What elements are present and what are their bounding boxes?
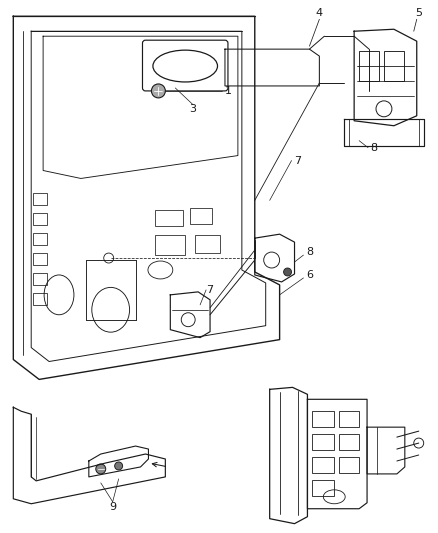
Text: 1: 1 <box>224 86 231 96</box>
Circle shape <box>114 462 122 470</box>
Text: 4: 4 <box>315 9 322 18</box>
Bar <box>33 293 47 305</box>
Text: 7: 7 <box>293 156 300 166</box>
Bar <box>33 253 47 265</box>
Bar <box>339 411 358 427</box>
Bar <box>33 213 47 225</box>
Bar <box>358 51 378 81</box>
Bar <box>33 193 47 205</box>
Bar <box>190 208 212 224</box>
Text: 9: 9 <box>109 502 116 512</box>
Bar <box>195 235 219 253</box>
Bar <box>33 233 47 245</box>
Bar <box>33 273 47 285</box>
Circle shape <box>95 464 106 474</box>
Text: 7: 7 <box>206 285 213 295</box>
Bar <box>339 457 358 473</box>
Bar <box>312 480 333 496</box>
Bar <box>155 211 183 226</box>
Bar <box>155 235 185 255</box>
Text: 5: 5 <box>414 9 421 18</box>
Circle shape <box>283 268 291 276</box>
Text: 8: 8 <box>370 143 377 152</box>
Bar <box>312 434 333 450</box>
Text: 6: 6 <box>305 270 312 280</box>
Bar <box>312 411 333 427</box>
Text: 3: 3 <box>189 104 196 114</box>
Circle shape <box>151 84 165 98</box>
Bar <box>383 51 403 81</box>
Bar <box>312 457 333 473</box>
Text: 8: 8 <box>305 247 312 257</box>
Bar <box>339 434 358 450</box>
